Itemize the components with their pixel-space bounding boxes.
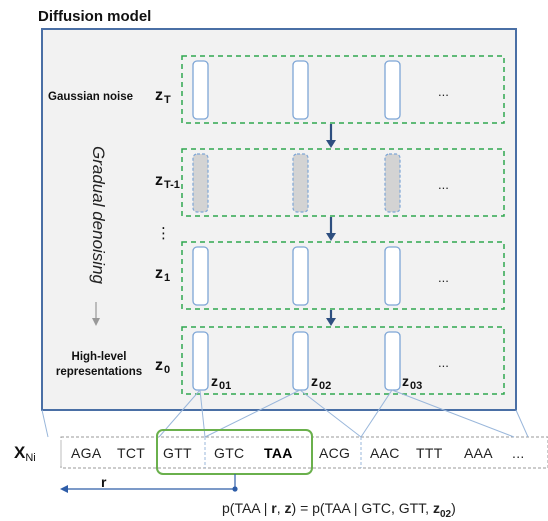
z-02-label: z02 — [311, 374, 331, 392]
gaussian-noise-label: Gaussian noise — [48, 91, 134, 103]
codon-7: TTT — [416, 445, 443, 461]
denoise-arrow-1 — [326, 124, 336, 148]
z-03-sub: 03 — [410, 380, 423, 392]
formula-part3: ) = p(TAA | GTC, GTT, — [291, 500, 433, 516]
z-0-label: z0 — [155, 358, 170, 376]
z-0-sub: 0 — [164, 364, 171, 376]
z-T-base: z — [155, 87, 163, 104]
codon-4: TAA — [264, 445, 293, 461]
z-01-base: z — [211, 373, 218, 389]
row-zT-ellipsis: ... — [438, 84, 449, 99]
formula-r: r — [271, 500, 277, 516]
sequence-ellipsis: ... — [512, 445, 525, 461]
codon-6: AAC — [370, 445, 400, 461]
row-zT1-box — [181, 148, 505, 217]
r-label: r — [101, 474, 107, 490]
codon-3: GTC — [214, 445, 245, 461]
sequence-label-sub: Ni — [25, 452, 36, 464]
codon-5: ACG — [319, 445, 351, 461]
token-z1-1 — [192, 246, 209, 306]
codon-8: AAA — [464, 445, 493, 461]
row-zT1-ellipsis: ... — [438, 177, 449, 192]
z-02-sub: 02 — [319, 380, 332, 392]
diffusion-model-frame — [41, 28, 517, 411]
codon-0: AGA — [71, 445, 102, 461]
token-z0-3 — [384, 331, 401, 391]
token-zT1-2 — [292, 153, 309, 213]
token-z0-1 — [192, 331, 209, 391]
sequence-label-base: X — [14, 443, 26, 462]
high-level-line2: representations — [55, 366, 143, 378]
denoise-arrow-2 — [326, 217, 336, 241]
formula-part1: p(TAA | — [222, 500, 272, 516]
z-1-base: z — [155, 265, 163, 282]
z-0-base: z — [155, 357, 163, 374]
formula-z: z — [284, 500, 292, 516]
z-1-sub: 1 — [164, 272, 171, 284]
vertical-ellipsis: ⋮ — [156, 225, 171, 242]
token-zT1-3 — [384, 153, 401, 213]
token-z1-3 — [384, 246, 401, 306]
row-zT-box — [181, 55, 505, 124]
r-arrow — [60, 474, 238, 493]
z-01-label: z01 — [211, 374, 231, 392]
z-T-1-base: z — [155, 172, 163, 189]
high-level-line1: High-level — [71, 351, 127, 363]
codon-2: GTT — [163, 445, 192, 461]
z-02-base: z — [311, 373, 318, 389]
gradual-denoising-arrow — [92, 302, 100, 326]
row-z1-ellipsis: ... — [438, 270, 449, 285]
z-T-sub: T — [164, 94, 171, 106]
probability-formula: p(TAA | r, z) = p(TAA | GTC, GTT, z02) — [222, 501, 456, 520]
high-level-label: High-level representations — [49, 350, 149, 380]
token-z1-2 — [292, 246, 309, 306]
formula-z02-base: z — [432, 500, 440, 516]
token-zT-3 — [384, 60, 401, 120]
row-z0-ellipsis: ... — [438, 355, 449, 370]
token-zT-1 — [192, 60, 209, 120]
z-T-label: zT — [155, 88, 171, 106]
z-03-base: z — [402, 373, 409, 389]
row-z1-box — [181, 241, 505, 310]
z-T-1-sub: T-1 — [164, 179, 180, 191]
gradual-denoising-label: Gradual denoising — [89, 146, 108, 284]
formula-z02: z02 — [432, 500, 451, 519]
formula-part4: ) — [451, 500, 456, 516]
z-T-1-label: zT-1 — [155, 173, 180, 191]
sequence-label: XNi — [14, 444, 36, 464]
row-z0-box — [181, 326, 505, 395]
z-01-sub: 01 — [219, 380, 232, 392]
z-03-label: z03 — [402, 374, 422, 392]
diagram-title: Diffusion model — [38, 8, 152, 25]
codon-1: TCT — [117, 445, 146, 461]
formula-part2: , — [276, 500, 285, 516]
token-zT-2 — [292, 60, 309, 120]
formula-z02-sub: 02 — [439, 508, 452, 520]
z-1-label: z1 — [155, 266, 170, 284]
denoise-arrow-3 — [326, 310, 336, 326]
token-zT1-1 — [192, 153, 209, 213]
token-z0-2 — [292, 331, 309, 391]
